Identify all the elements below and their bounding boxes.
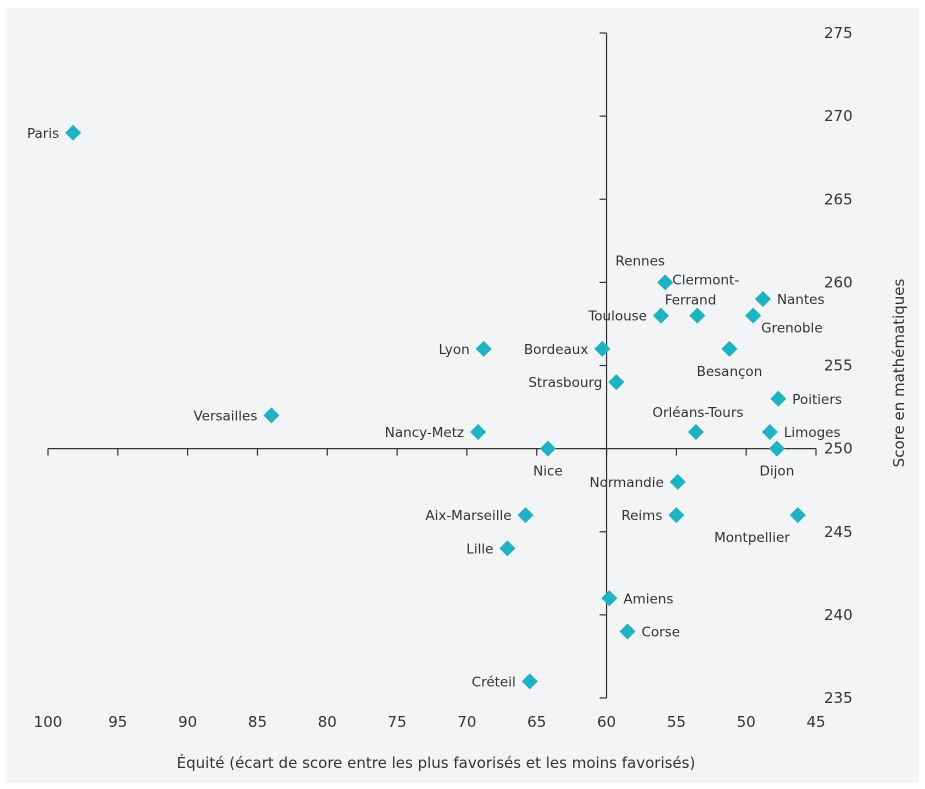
y-tick-label: 265 <box>824 190 853 208</box>
data-point-label: Amiens <box>623 591 673 607</box>
data-point <box>475 340 492 357</box>
x-tick-label: 70 <box>457 713 476 731</box>
data-point <box>601 590 618 607</box>
x-tick-label: 95 <box>108 713 127 731</box>
data-point-label: Ferrand <box>665 293 717 309</box>
data-point <box>761 424 778 440</box>
data-point <box>721 340 738 357</box>
data-point-label: Corse <box>641 625 680 641</box>
y-tick-label: 235 <box>824 689 853 707</box>
data-point <box>470 424 487 440</box>
data-point-label: Créteil <box>472 674 516 690</box>
data-point <box>608 374 625 391</box>
axes: 100 95 90 85 80 75 70 65 60 55 50 45 235 240 245 250 255… <box>34 24 853 731</box>
data-point <box>770 390 787 407</box>
x-tick-label: 60 <box>597 713 616 731</box>
data-point <box>687 424 704 440</box>
data-point-label: Lyon <box>439 342 470 358</box>
y-axis-title: Score en mathématiques <box>890 279 908 468</box>
data-points: Paris Versailles Lyon Nancy-Metz Nice Aix-Mar… <box>27 124 842 690</box>
y-tick-label: 240 <box>824 606 853 624</box>
x-tick-label: 85 <box>248 713 267 731</box>
data-point-label: Rennes <box>615 253 665 269</box>
data-point <box>594 340 611 357</box>
data-point-label: Poitiers <box>792 392 842 408</box>
data-point <box>669 473 686 490</box>
data-point <box>689 307 706 324</box>
data-point-label: Orléans-Tours <box>652 405 743 421</box>
data-point <box>657 274 674 291</box>
data-point-label: Normandie <box>589 475 663 491</box>
data-point-label: Bordeaux <box>524 342 589 358</box>
data-point-label: Strasbourg <box>528 375 602 391</box>
data-point <box>499 540 516 557</box>
data-point <box>768 440 785 457</box>
y-tick-label: 270 <box>824 107 853 125</box>
x-tick-label: 50 <box>737 713 756 731</box>
data-point <box>539 440 556 457</box>
data-point-label: Besançon <box>697 364 763 380</box>
data-point <box>263 407 280 424</box>
data-point-label: Limoges <box>784 425 841 441</box>
y-tick-label: 245 <box>824 523 853 541</box>
y-tick-label: 275 <box>824 24 853 42</box>
data-point <box>668 507 685 524</box>
data-point <box>517 507 534 524</box>
data-point <box>754 291 771 307</box>
x-tick-label: 90 <box>178 713 197 731</box>
data-point-label: Reims <box>621 508 662 524</box>
data-point-label: Paris <box>27 126 59 142</box>
data-point <box>619 623 636 640</box>
data-point-label: Clermont- <box>672 273 739 289</box>
data-point <box>745 307 762 324</box>
data-point-label: Grenoble <box>761 321 822 337</box>
x-tick-label: 45 <box>806 713 825 731</box>
data-point-label: Aix-Marseille <box>425 508 511 524</box>
data-point <box>521 673 538 690</box>
y-tick-label: 255 <box>824 357 853 375</box>
data-point <box>653 307 670 324</box>
data-point-label: Nantes <box>777 292 825 308</box>
y-tick-label: 250 <box>824 440 853 458</box>
data-point-label: Lille <box>466 541 493 557</box>
chart-frame: 100 95 90 85 80 75 70 65 60 55 50 45 235 240 245 250 255… <box>6 8 919 783</box>
data-point-label: Versailles <box>193 408 257 424</box>
data-point-label: Dijon <box>760 464 795 480</box>
data-point-label: Toulouse <box>587 309 647 325</box>
scatter-chart: 100 95 90 85 80 75 70 65 60 55 50 45 235 240 245 250 255… <box>27 24 908 772</box>
x-tick-label: 55 <box>667 713 686 731</box>
x-tick-label: 100 <box>34 713 63 731</box>
data-point-label: Montpellier <box>714 530 790 546</box>
data-point-label: Nancy-Metz <box>385 425 464 441</box>
x-tick-label: 75 <box>388 713 407 731</box>
data-point-label: Nice <box>533 464 563 480</box>
data-point <box>789 507 806 524</box>
y-tick-label: 260 <box>824 273 853 291</box>
data-point <box>65 124 82 141</box>
x-tick-label: 80 <box>318 713 337 731</box>
x-tick-label: 65 <box>527 713 546 731</box>
x-axis-title: Équité (écart de score entre les plus fa… <box>177 753 696 772</box>
